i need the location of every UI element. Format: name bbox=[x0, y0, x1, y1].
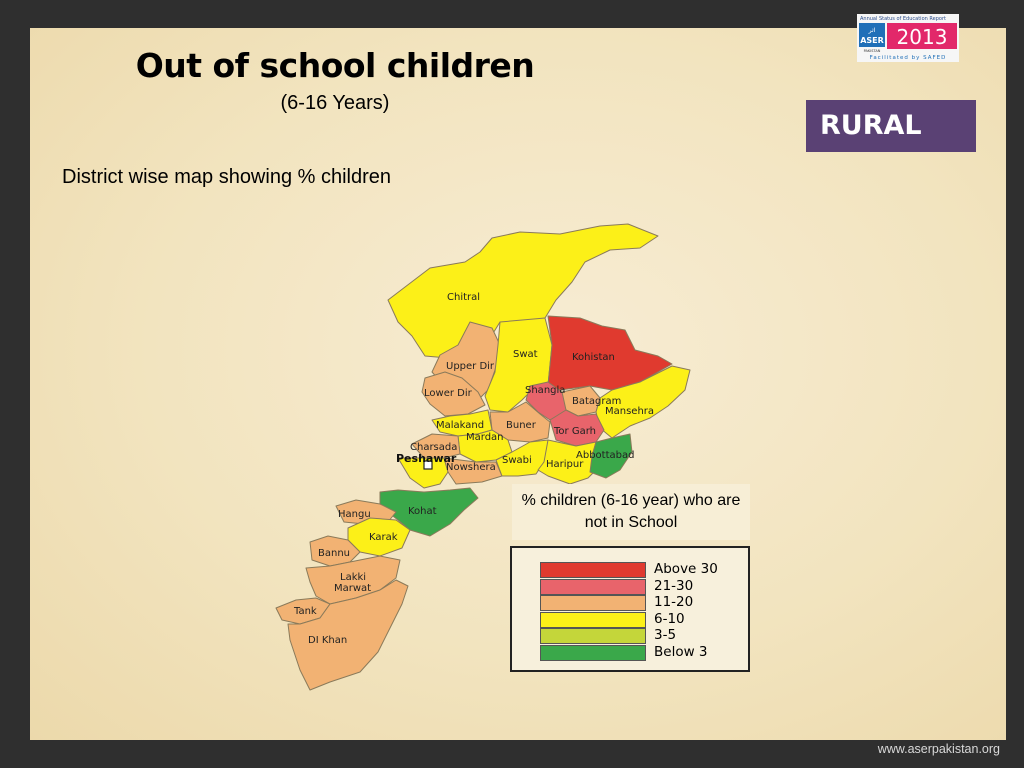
label-karak: Karak bbox=[369, 532, 398, 543]
logo-country: PAKISTAN bbox=[864, 49, 881, 53]
page-subtitle: (6-16 Years) bbox=[280, 92, 390, 114]
label-malakand: Malakand bbox=[436, 420, 484, 431]
page-title: Out of school children bbox=[135, 46, 535, 85]
district-lower-dir bbox=[421, 371, 486, 417]
peshawar-city-marker bbox=[423, 460, 433, 470]
label-peshawar: Peshawar bbox=[396, 452, 457, 465]
label-lakki-marwat: Lakki Marwat bbox=[334, 572, 371, 594]
logo-facilitated: Facilitated by SAFED bbox=[870, 55, 947, 61]
label-kohat: Kohat bbox=[408, 506, 437, 517]
district-abbottabad bbox=[589, 433, 633, 479]
label-shangla: Shangla bbox=[525, 385, 565, 396]
legend-label: 6-10 bbox=[654, 610, 685, 627]
footer-url[interactable]: www.aserpakistan.org bbox=[877, 742, 1000, 756]
legend-swatch bbox=[540, 628, 646, 644]
label-di-khan: DI Khan bbox=[308, 635, 347, 646]
legend-label: Below 3 bbox=[654, 643, 708, 660]
label-mansehra: Mansehra bbox=[605, 406, 654, 417]
legend-swatch bbox=[540, 595, 646, 611]
legend-swatch bbox=[540, 578, 646, 595]
district-hangu bbox=[335, 499, 397, 525]
district-haripur bbox=[537, 439, 599, 485]
legend-label: 21-30 bbox=[654, 577, 694, 594]
legend-label: 3-5 bbox=[654, 627, 677, 643]
legend-label: Above 30 bbox=[654, 561, 718, 577]
district-mansehra bbox=[595, 365, 691, 439]
district-kohat bbox=[379, 487, 479, 537]
label-buner: Buner bbox=[506, 420, 537, 431]
map-description: District wise map showing % children bbox=[62, 166, 392, 188]
label-lower-dir: Lower Dir bbox=[424, 388, 473, 399]
label-lakki-line2: Marwat bbox=[334, 583, 371, 594]
logo-urdu: اثر bbox=[868, 27, 876, 34]
label-charsada: Charsada bbox=[410, 442, 457, 453]
label-haripur: Haripur bbox=[546, 459, 584, 470]
label-batagram: Batagram bbox=[572, 396, 621, 407]
legend-title: % children (6-16 year) who are not in Sc… bbox=[512, 484, 750, 540]
legend-swatch bbox=[540, 611, 646, 628]
label-bannu: Bannu bbox=[318, 548, 350, 559]
label-hangu: Hangu bbox=[338, 509, 371, 520]
label-abbottabad: Abbottabad bbox=[576, 450, 634, 461]
label-upper-dir: Upper Dir bbox=[446, 361, 495, 372]
label-swat: Swat bbox=[513, 349, 538, 360]
label-swabi: Swabi bbox=[502, 455, 532, 466]
label-lakki-line1: Lakki bbox=[340, 572, 366, 583]
district-di-khan bbox=[287, 579, 409, 691]
aser-logo: Annual Status of Education Report اثر AS… bbox=[857, 14, 959, 62]
label-kohistan: Kohistan bbox=[572, 352, 615, 363]
legend-swatch bbox=[540, 562, 646, 578]
map-legend: Above 30 21-30 11-20 6-10 3-5 Below 3 bbox=[510, 546, 750, 672]
logo-top-text: Annual Status of Education Report bbox=[860, 16, 946, 22]
label-nowshera: Nowshera bbox=[446, 462, 496, 473]
district-bannu bbox=[309, 535, 361, 567]
label-tor-garh: Tor Garh bbox=[553, 426, 596, 437]
legend-label: 11-20 bbox=[654, 594, 694, 610]
district-peshawar bbox=[397, 457, 449, 489]
district-lakki-marwat bbox=[305, 555, 401, 605]
label-tank: Tank bbox=[293, 606, 317, 617]
logo-brand: ASER bbox=[860, 36, 884, 45]
logo-year: 2013 bbox=[897, 25, 948, 49]
district-tor-garh bbox=[549, 409, 605, 447]
district-nowshera bbox=[443, 457, 503, 485]
label-mardan: Mardan bbox=[466, 432, 504, 443]
label-chitral: Chitral bbox=[447, 292, 480, 303]
rural-badge: RURAL bbox=[806, 100, 976, 152]
legend-swatch bbox=[540, 644, 646, 661]
